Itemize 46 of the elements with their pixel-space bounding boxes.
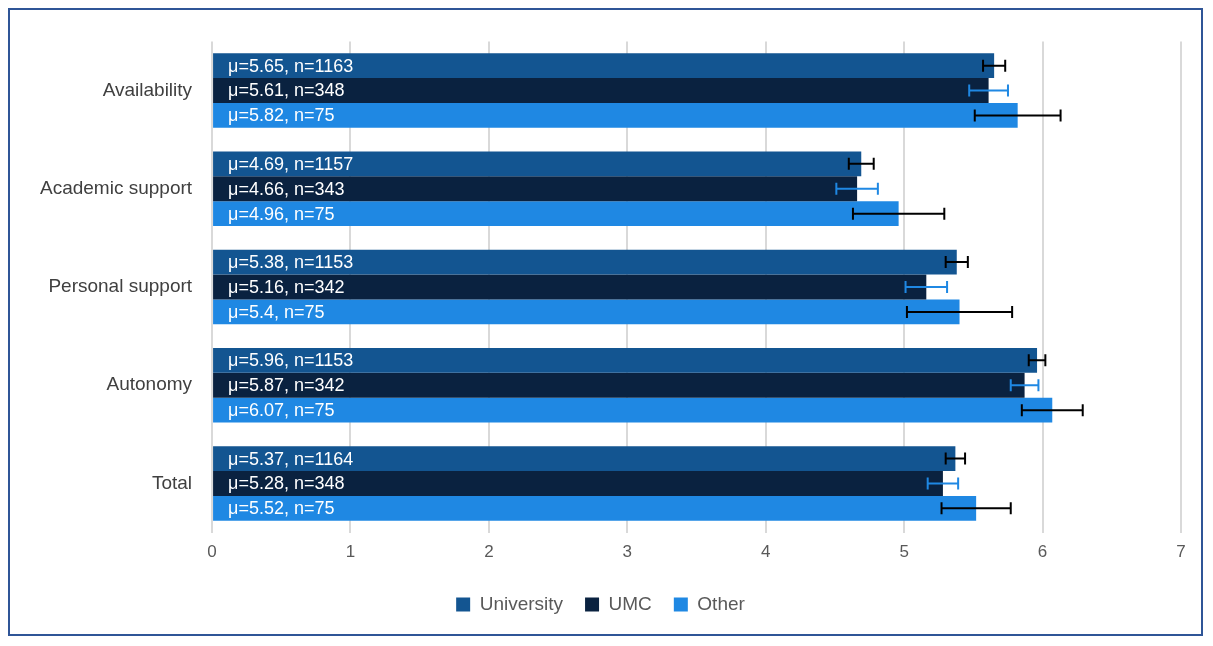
bar [213, 372, 1025, 398]
y-tick-label: Availability [102, 78, 193, 100]
x-tick-label: 5 [899, 542, 909, 562]
bar [213, 446, 956, 472]
data-label: μ=5.4, n=75 [228, 301, 325, 322]
bar [213, 249, 957, 275]
bar [213, 347, 1038, 373]
data-label: μ=4.66, n=343 [228, 178, 345, 199]
bar [213, 299, 960, 325]
legend-label: University [479, 592, 564, 614]
data-label: μ=6.07, n=75 [228, 400, 335, 421]
data-label: μ=4.69, n=1157 [228, 153, 354, 174]
y-tick-label: Personal support [48, 275, 193, 297]
bar [213, 176, 858, 202]
y-tick-label: Autonomy [106, 373, 193, 395]
data-label: μ=5.16, n=342 [228, 276, 345, 297]
x-tick-label: 4 [761, 542, 771, 562]
y-tick-label: Academic support [40, 176, 193, 198]
bar [213, 397, 1053, 423]
bar [213, 151, 862, 177]
bar [213, 201, 899, 227]
bar [213, 102, 1018, 128]
x-tick-label: 3 [622, 542, 633, 562]
bar [213, 495, 977, 521]
data-label: μ=5.38, n=1153 [228, 252, 354, 273]
bar [213, 53, 995, 79]
legend-label: UMC [608, 592, 652, 614]
x-tick-label: 1 [345, 542, 356, 562]
data-label: μ=5.65, n=1163 [228, 55, 354, 76]
bar [213, 78, 989, 103]
bar [213, 274, 927, 300]
data-label: μ=5.61, n=348 [228, 80, 345, 101]
y-tick-label: Total [151, 471, 193, 493]
data-label: μ=5.52, n=75 [228, 498, 335, 519]
data-label: μ=5.82, n=75 [228, 105, 335, 126]
x-tick-label: 6 [1037, 542, 1048, 562]
data-label: μ=5.28, n=348 [228, 473, 345, 494]
legend-label: Other [697, 592, 746, 614]
data-label: μ=4.96, n=75 [228, 203, 335, 224]
x-tick-label: 0 [207, 542, 217, 562]
data-label: μ=5.96, n=1153 [228, 350, 354, 371]
x-tick-label: 2 [484, 542, 494, 562]
data-label: μ=5.87, n=342 [228, 375, 345, 396]
data-label: μ=5.37, n=1164 [228, 448, 354, 469]
x-tick-label: 7 [1176, 542, 1186, 562]
bar [213, 471, 943, 496]
